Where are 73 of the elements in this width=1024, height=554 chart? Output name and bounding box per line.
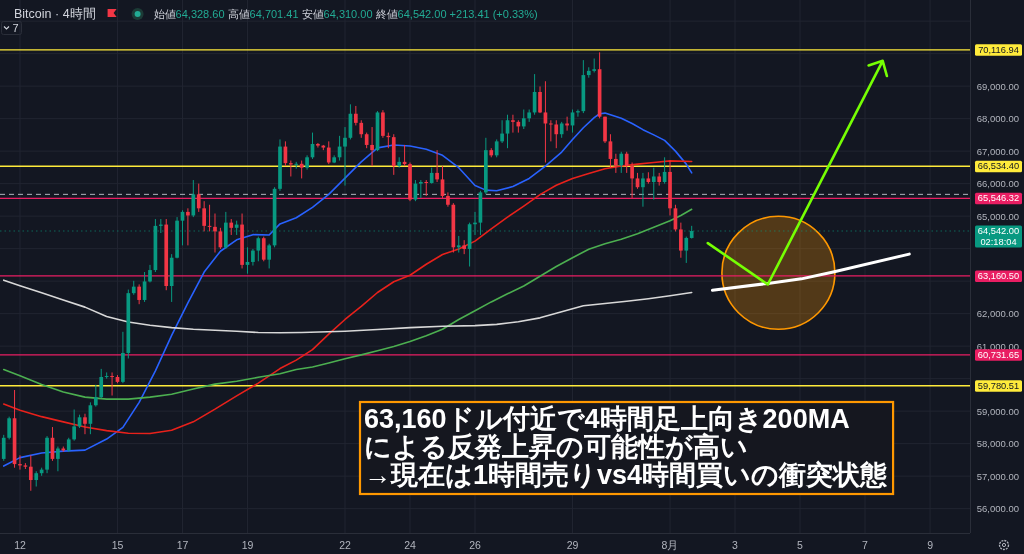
y-tick-label: 56,000.00 (976, 503, 1019, 515)
x-tick-label: 5 (797, 539, 804, 551)
candlestick (93, 384, 98, 408)
candlestick (353, 105, 358, 126)
x-tick-label: 15 (111, 539, 124, 551)
x-tick-label: 22 (339, 539, 351, 551)
candlestick (191, 179, 196, 218)
candlestick (137, 283, 141, 305)
x-tick-label: 17 (176, 539, 189, 551)
y-tick-label: 69,000.00 (976, 80, 1019, 92)
candlestick (679, 222, 683, 259)
candlestick (28, 454, 33, 492)
ref-line-label: 66,534.40 (977, 161, 1020, 172)
candlestick (110, 371, 114, 397)
candlestick (619, 151, 624, 174)
ref-line-label: 64,542.00 02:18:04 (977, 226, 1020, 247)
candlestick (381, 109, 385, 139)
candlestick (630, 162, 634, 199)
candlestick (511, 114, 515, 134)
candlestick (500, 119, 504, 144)
candlestick (83, 413, 87, 435)
candlestick (1, 434, 6, 462)
candlestick (196, 183, 201, 213)
x-tick-label: 12 (14, 539, 26, 551)
x-tick-label: 26 (469, 539, 482, 551)
candlestick (99, 368, 104, 399)
annotation: 63,160ドル付近で4時間足上向き200MA による反発上昇の可能性が高い →現在は1時間売りvs4時間買いの衝突状態 (364, 404, 889, 490)
candlestick (684, 236, 689, 264)
x-tick-label: 8月 (661, 539, 679, 551)
candlestick (343, 126, 347, 187)
candlestick (651, 167, 656, 201)
ref-line-label: 63,160.50 (977, 270, 1020, 281)
ref-line-label: 60,731.65 (977, 349, 1020, 360)
y-tick-label: 67,000.00 (976, 145, 1019, 157)
ref-line-label: 70,116.94 (978, 44, 1019, 55)
candlestick (370, 126, 374, 167)
y-tick-label: 58,000.00 (976, 438, 1019, 450)
candlestick (256, 236, 261, 262)
candlestick (202, 200, 206, 232)
x-tick-label: 24 (404, 539, 416, 551)
candlestick (326, 140, 331, 165)
y-tick-label: 65,000.00 (976, 210, 1019, 222)
x-tick-label: 3 (732, 539, 739, 551)
x-tick-label: 9 (927, 539, 934, 551)
candlestick (267, 243, 271, 269)
y-tick-label: 68,000.00 (976, 113, 1019, 125)
candlestick (614, 153, 618, 174)
y-tick-label: 59,000.00 (976, 405, 1019, 417)
ref-line-label: 59,780.51 (977, 380, 1020, 391)
candlestick (7, 416, 11, 440)
text: 始値64,328.60 高値64,701.41 安値64,310.00 終値64,542.00 +213.41 (+0.33%) (153, 8, 538, 20)
x-tick-label: 29 (566, 539, 579, 551)
y-tick-label: 62,000.00 (976, 308, 1019, 320)
candlestick (424, 179, 429, 197)
candlestick (261, 236, 266, 262)
candlestick (72, 409, 76, 442)
x-tick-label: 19 (241, 539, 254, 551)
x-tick-label: 7 (862, 539, 869, 551)
y-tick-label: 61,000.00 (976, 340, 1019, 352)
candlestick (186, 207, 190, 246)
annotation: 7 (12, 22, 19, 34)
y-tick-label: 57,000.00 (976, 470, 1019, 482)
candlestick (435, 149, 439, 183)
candlestick (538, 85, 542, 114)
candlestick (213, 213, 217, 254)
candlestick (624, 151, 629, 174)
candlestick (56, 446, 60, 472)
candlestick (316, 142, 320, 149)
candlestick (521, 109, 526, 130)
text: Bitcoin · 4時間 (14, 7, 96, 21)
ref-line-label: 65,546.32 (977, 193, 1020, 204)
y-tick-label: 66,000.00 (976, 178, 1019, 190)
candlestick (641, 172, 645, 208)
